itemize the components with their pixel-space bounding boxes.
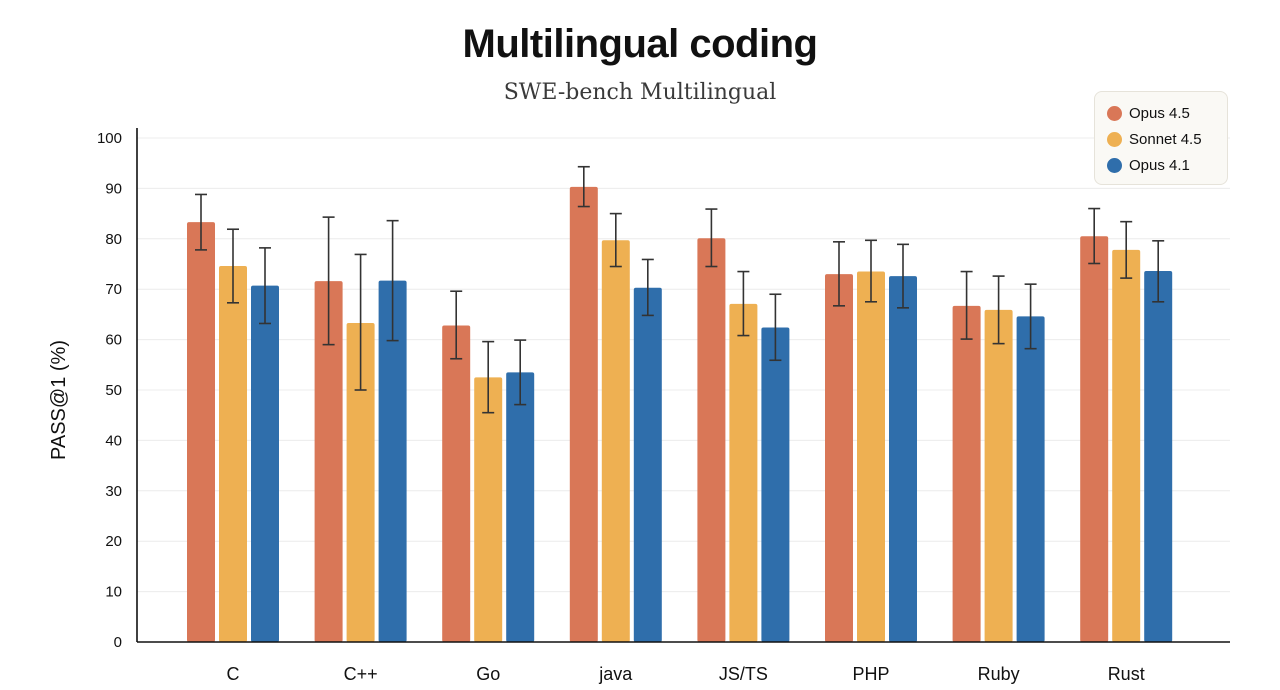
- legend-swatch: [1107, 157, 1122, 173]
- bar: [729, 303, 758, 642]
- bar: [474, 377, 503, 642]
- bar: [219, 266, 247, 642]
- bar: [889, 276, 917, 642]
- bar: [825, 274, 853, 642]
- bar: [952, 305, 981, 642]
- legend-label: Opus 4.5: [1129, 104, 1190, 122]
- y-tick-label: 80: [105, 231, 122, 248]
- legend-item-opus-4-5: Opus 4.5: [1107, 100, 1215, 126]
- x-tick-labels: C C++ Go java JS/TS PHP Ruby Rust: [227, 664, 1145, 684]
- bar: [506, 372, 535, 642]
- x-tick-label: Rust: [1108, 664, 1145, 684]
- bar: [1112, 249, 1141, 642]
- x-tick-label: java: [598, 664, 633, 684]
- chart-subtitle: SWE-bench Multilingual: [503, 80, 777, 105]
- y-tick-label: 60: [105, 332, 122, 349]
- legend: Opus 4.5 Sonnet 4.5 Opus 4.1: [1094, 91, 1228, 185]
- bar: [984, 309, 1013, 642]
- bar: [251, 285, 279, 642]
- bar: [569, 186, 598, 642]
- legend-label: Sonnet 4.5: [1129, 130, 1202, 148]
- x-tick-label: PHP: [852, 664, 889, 684]
- bar: [633, 287, 662, 642]
- bar: [378, 280, 407, 642]
- y-tick-label: 100: [97, 130, 122, 147]
- y-tick-label: 10: [105, 584, 122, 601]
- bar: [442, 325, 471, 642]
- bar: [601, 240, 630, 642]
- y-tick-label: 30: [105, 483, 122, 500]
- x-tick-label: C: [227, 664, 240, 684]
- y-tick-label: 20: [105, 533, 122, 550]
- legend-item-opus-4-1: Opus 4.1: [1107, 152, 1215, 178]
- chart-title: Multilingual coding: [462, 22, 818, 66]
- bar: [697, 238, 726, 642]
- y-tick-label: 0: [114, 634, 122, 651]
- bar: [187, 222, 215, 642]
- bar: [314, 281, 343, 642]
- legend-label: Opus 4.1: [1129, 156, 1190, 174]
- y-tick-label: 90: [105, 180, 122, 197]
- legend-swatch: [1107, 131, 1122, 147]
- bar: [857, 271, 885, 642]
- x-tick-label: JS/TS: [719, 664, 768, 684]
- x-tick-label: Ruby: [978, 664, 1020, 684]
- bar: [761, 327, 790, 642]
- y-tick-label: 40: [105, 432, 122, 449]
- legend-item-sonnet-4-5: Sonnet 4.5: [1107, 126, 1215, 152]
- y-tick-labels: 0 10 20 30 40 50 60 70 80 90 100: [97, 130, 122, 651]
- bar: [1016, 316, 1045, 642]
- bars: [187, 186, 1173, 642]
- bar: [346, 322, 375, 642]
- x-tick-label: C++: [344, 664, 378, 684]
- bar: [1080, 236, 1109, 642]
- bar: [1144, 271, 1173, 642]
- gridlines: [137, 137, 1230, 593]
- error-bars: [195, 165, 1165, 414]
- legend-swatch: [1107, 105, 1122, 121]
- y-tick-label: 70: [105, 281, 122, 298]
- x-tick-label: Go: [476, 664, 500, 684]
- y-tick-label: 50: [105, 382, 122, 399]
